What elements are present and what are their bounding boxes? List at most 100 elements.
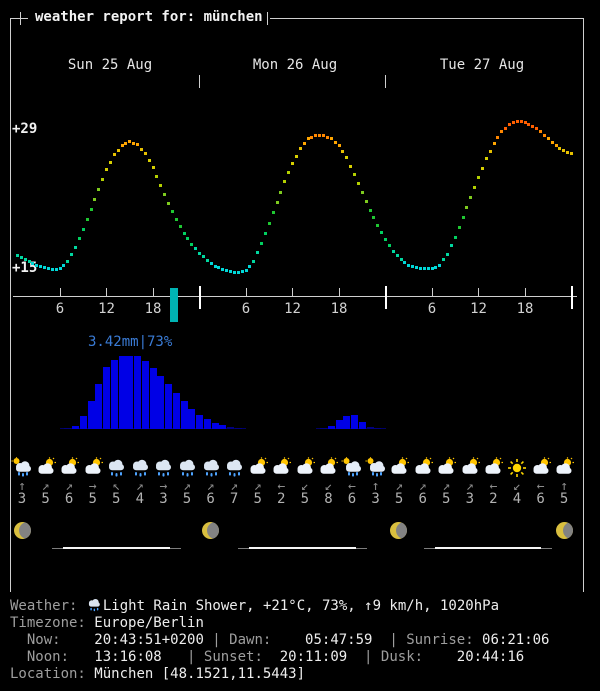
footer-text-val: 06:21:06	[482, 632, 550, 648]
temp-dot	[570, 152, 573, 156]
precip-bar	[196, 415, 203, 429]
footer-text-lab: Timezone:	[10, 615, 95, 631]
now-marker	[170, 288, 179, 322]
temp-dot	[39, 265, 43, 268]
moon-shadow	[562, 522, 573, 539]
temp-dot	[461, 215, 465, 219]
footer-text-lab: Now:	[10, 632, 95, 648]
day-label-sun: Sun 25 Aug	[67, 57, 153, 73]
precip-baseline	[315, 428, 386, 429]
wind-arrow: ←	[536, 479, 545, 494]
wind-speed: 4	[135, 491, 145, 507]
temp-dot	[217, 266, 221, 270]
temp-dot	[163, 193, 167, 197]
temp-dot	[457, 225, 461, 229]
precip-peak-label: 3.42mm|73%	[88, 334, 173, 350]
temp-dot	[174, 217, 178, 221]
temp-dot	[353, 173, 356, 177]
temp-dot	[15, 253, 19, 257]
temp-dot	[182, 231, 186, 235]
temp-dot	[430, 267, 434, 271]
temp-dot	[186, 237, 190, 241]
wind-arrow: →	[88, 479, 97, 494]
midnight-tick	[198, 286, 201, 309]
wind-speed: 5	[394, 491, 404, 507]
precip-bar	[79, 416, 87, 429]
footer-text-lab: Noon:	[10, 649, 95, 665]
title-right-delimiter	[267, 12, 268, 25]
temp-dot	[488, 149, 492, 153]
weather-icon-sun-cloud	[58, 457, 80, 479]
temp-dot	[484, 157, 488, 161]
footer-text-lab: |	[203, 632, 230, 648]
temp-dot	[97, 188, 101, 192]
weather-icon-sun-cloud	[530, 457, 552, 479]
axis-tick	[478, 288, 479, 296]
temp-dot	[263, 231, 267, 235]
wind-arrow: ↗	[206, 479, 215, 494]
temp-dot	[105, 168, 108, 172]
axis-tick	[524, 288, 526, 296]
temp-dot	[496, 136, 500, 140]
temp-dot	[519, 120, 523, 124]
temp-dot	[515, 119, 519, 123]
temp-dot	[387, 243, 391, 247]
temp-dot	[124, 142, 128, 146]
precip-bar	[87, 401, 95, 429]
temp-dot	[81, 227, 85, 231]
temp-dot	[170, 209, 174, 213]
time-axis-line	[13, 296, 577, 297]
wind-speed: 5	[88, 491, 97, 507]
footer-line-times-2: Noon: 13:16:08 | Sunset: 20:11:09 | Dusk…	[10, 649, 549, 666]
temp-dot	[120, 144, 124, 148]
temp-dot	[27, 259, 31, 263]
temp-dot	[376, 223, 380, 227]
temp-dot	[225, 269, 229, 273]
weather-icon-rain	[176, 457, 198, 479]
temp-dot	[546, 137, 550, 141]
temp-dot	[70, 252, 74, 256]
wind-arrow: ↗	[253, 479, 262, 494]
footer-text-lab: |	[372, 632, 407, 648]
temp-dot	[143, 152, 147, 156]
precip-bar	[327, 426, 335, 429]
temp-dot	[190, 242, 194, 246]
weather-icon-rain	[223, 457, 245, 479]
weather-icon-rain-sun	[341, 456, 363, 479]
precip-bar	[234, 428, 242, 429]
axis-tick	[59, 288, 61, 296]
temp-dot	[337, 144, 341, 148]
wind-arrow: ↗	[230, 479, 239, 494]
temp-dot	[341, 150, 345, 154]
temp-dot	[205, 258, 209, 262]
temp-dot	[345, 156, 349, 160]
temp-dot	[333, 140, 337, 144]
temp-dot	[500, 130, 504, 134]
temp-dot	[511, 121, 515, 125]
temp-dot	[422, 267, 426, 271]
temp-dot	[35, 263, 39, 267]
temp-dot	[240, 270, 244, 274]
temp-dot	[19, 255, 23, 259]
footer-line-weather-now: Weather: Light Rain Shower, +21°C, 73%, …	[10, 597, 549, 615]
wind-speed: 4	[512, 491, 522, 507]
footer-line-timezone: Timezone: Europe/Berlin	[10, 615, 549, 632]
axis-tick	[106, 288, 107, 296]
wind-arrow: ←	[348, 479, 356, 494]
wind-arrow: ↗	[183, 479, 191, 494]
wind-speed: 5	[182, 491, 192, 507]
weather-icon-sun-cloud	[35, 457, 57, 479]
weather-icon-rain	[129, 457, 151, 479]
temp-dot	[449, 244, 453, 248]
hour-label: 12	[98, 301, 115, 317]
footer-text-lab: Location:	[10, 666, 95, 682]
wind-arrow: ←	[489, 479, 498, 494]
weather-icon-sun-cloud	[553, 457, 575, 479]
footer-text-val: Light Rain Shower, +21°C, 73%, ↑9 km/h, …	[102, 598, 500, 614]
precip-bar	[219, 425, 227, 429]
wind-speed: 6	[64, 491, 74, 507]
temp-dot	[384, 237, 387, 241]
temp-dot	[318, 134, 322, 138]
temp-dot	[279, 190, 283, 194]
temp-dot	[136, 143, 139, 147]
